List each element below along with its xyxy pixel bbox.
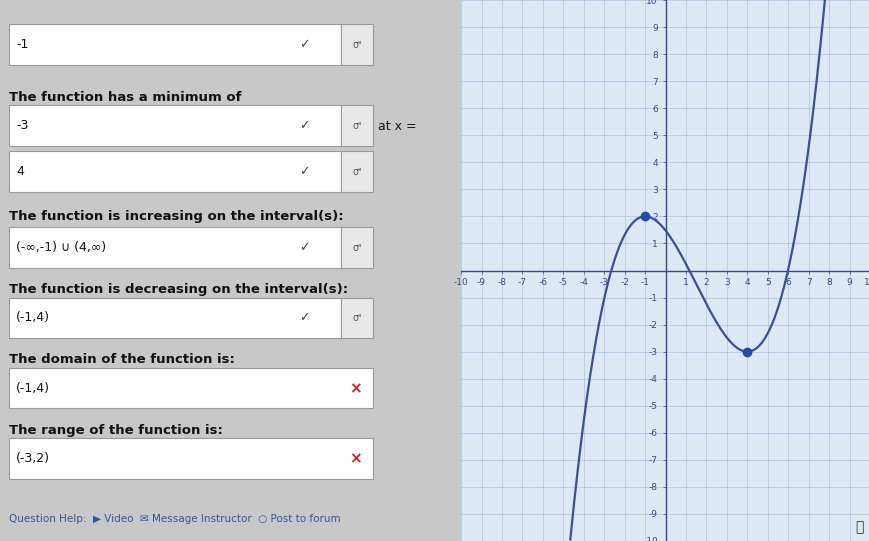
FancyBboxPatch shape [341,227,373,268]
FancyBboxPatch shape [10,298,341,338]
Text: (-1,4): (-1,4) [17,311,50,325]
FancyBboxPatch shape [10,368,373,408]
Text: 4: 4 [17,165,24,179]
Text: (-3,2): (-3,2) [17,452,50,465]
Text: at x =: at x = [378,120,416,133]
Text: ✓: ✓ [299,165,309,179]
Text: ✓: ✓ [299,311,309,325]
Text: -3: -3 [17,119,29,133]
Text: -1: -1 [17,38,29,51]
Text: The function has a minimum of: The function has a minimum of [10,91,242,104]
Text: The domain of the function is:: The domain of the function is: [10,353,235,366]
Text: (-1,4): (-1,4) [17,382,50,395]
Text: ✓: ✓ [299,241,309,254]
Text: σᶟ: σᶟ [352,121,362,131]
FancyBboxPatch shape [10,151,341,192]
Text: The function is decreasing on the interval(s):: The function is decreasing on the interv… [10,283,348,296]
FancyBboxPatch shape [10,438,373,479]
Text: 🔍: 🔍 [854,520,863,535]
Text: σᶟ: σᶟ [352,39,362,50]
FancyBboxPatch shape [10,105,341,146]
FancyBboxPatch shape [341,105,373,146]
Text: The function is increasing on the interval(s):: The function is increasing on the interv… [10,210,343,223]
FancyBboxPatch shape [10,24,341,65]
Text: ×: × [348,451,361,466]
Text: ×: × [348,381,361,396]
Text: The range of the function is:: The range of the function is: [10,424,222,437]
Text: (-∞,-1) ∪ (4,∞): (-∞,-1) ∪ (4,∞) [17,241,106,254]
FancyBboxPatch shape [341,298,373,338]
Text: σᶟ: σᶟ [352,242,362,253]
Text: Question Help:  ▶ Video  ✉ Message Instructor  ○ Post to forum: Question Help: ▶ Video ✉ Message Instruc… [10,514,341,524]
FancyBboxPatch shape [10,227,341,268]
FancyBboxPatch shape [341,151,373,192]
Text: σᶟ: σᶟ [352,313,362,323]
Text: ✓: ✓ [299,119,309,133]
Text: ✓: ✓ [299,38,309,51]
FancyBboxPatch shape [341,24,373,65]
Text: σᶟ: σᶟ [352,167,362,177]
